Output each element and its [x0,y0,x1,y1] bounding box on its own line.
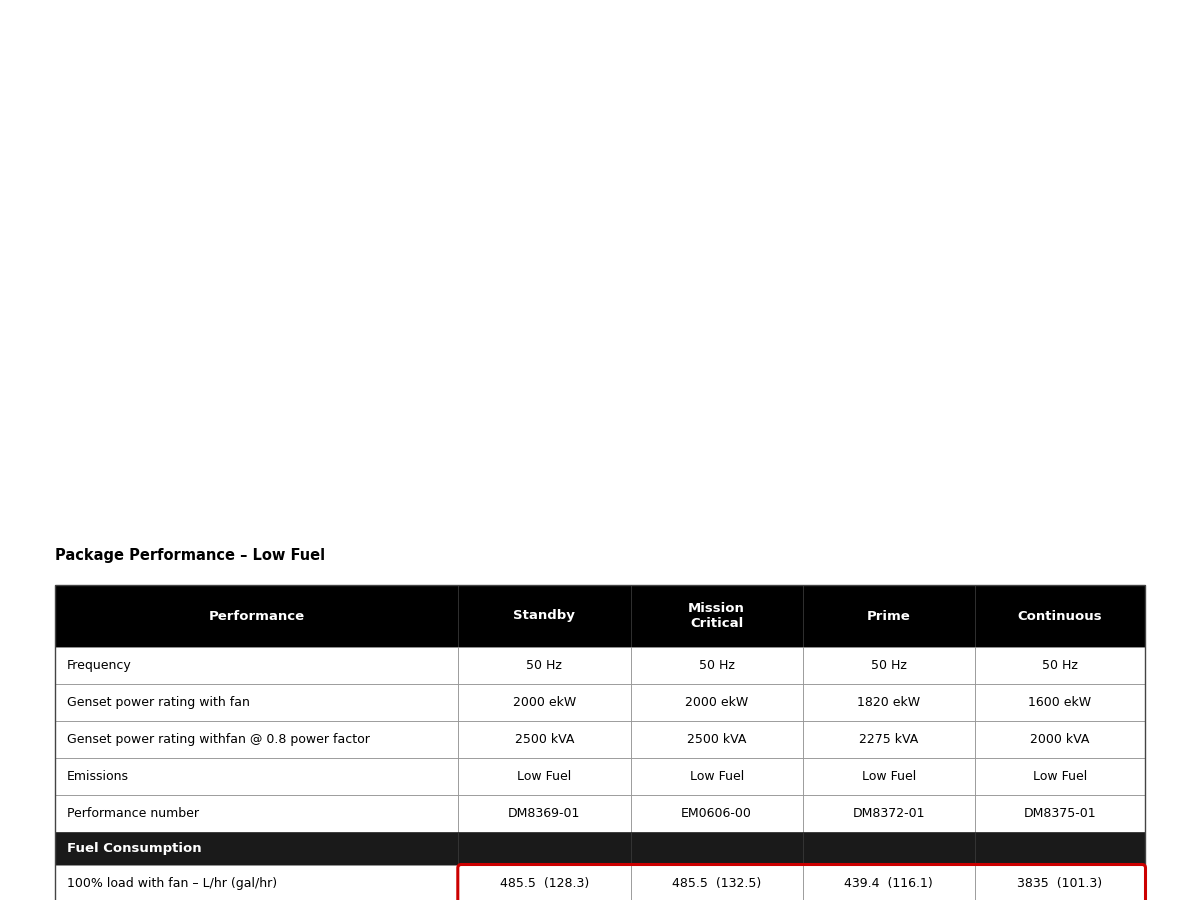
Bar [458,758,630,795]
Bar [458,647,630,684]
Text: Package Performance – Low Fuel: Package Performance – Low Fuel [55,548,325,563]
Bar [974,758,1145,795]
Text: Low Fuel: Low Fuel [862,770,916,783]
Bar [55,721,458,758]
Text: Low Fuel: Low Fuel [1033,770,1087,783]
Bar [630,795,803,832]
Text: 1600 ekW: 1600 ekW [1028,696,1092,709]
Text: 485.5  (132.5): 485.5 (132.5) [672,877,761,890]
Text: Genset power rating withfan @ 0.8 power factor: Genset power rating withfan @ 0.8 power … [67,733,370,746]
Text: 2000 ekW: 2000 ekW [512,696,576,709]
Text: Fuel Consumption: Fuel Consumption [67,842,202,855]
Bar [55,832,458,865]
Bar [55,865,458,900]
Text: 50 Hz: 50 Hz [871,659,907,672]
Bar [803,647,974,684]
Text: 3835  (101.3): 3835 (101.3) [1018,877,1103,890]
Text: 2500 kVA: 2500 kVA [686,733,746,746]
Text: 100% load with fan – L/hr (gal/hr): 100% load with fan – L/hr (gal/hr) [67,877,277,890]
Bar [630,647,803,684]
Text: DM8372-01: DM8372-01 [852,807,925,820]
Bar [630,865,803,900]
Text: 2500 kVA: 2500 kVA [515,733,574,746]
Bar [974,585,1145,647]
Text: 50 Hz: 50 Hz [527,659,563,672]
Text: Low Fuel: Low Fuel [690,770,744,783]
Bar [803,684,974,721]
Text: Continuous: Continuous [1018,609,1103,623]
Text: Low Fuel: Low Fuel [517,770,571,783]
Text: 2000 kVA: 2000 kVA [1031,733,1090,746]
Bar [55,758,458,795]
Bar [55,684,458,721]
Bar [974,795,1145,832]
Bar [458,684,630,721]
Text: 485.5  (128.3): 485.5 (128.3) [499,877,589,890]
Bar [458,795,630,832]
Bar [803,758,974,795]
Bar [630,585,803,647]
Bar [630,721,803,758]
Text: Frequency: Frequency [67,659,132,672]
Bar [803,585,974,647]
Text: Genset power rating with fan: Genset power rating with fan [67,696,250,709]
Bar [974,684,1145,721]
Bar [974,647,1145,684]
Text: Standby: Standby [514,609,575,623]
Bar [630,832,803,865]
Text: 2000 ekW: 2000 ekW [685,696,749,709]
Bar [55,647,458,684]
Bar [974,832,1145,865]
Bar [630,758,803,795]
Text: 1820 ekW: 1820 ekW [857,696,920,709]
Bar [458,865,630,900]
Text: DM8369-01: DM8369-01 [509,807,581,820]
Bar [630,684,803,721]
Bar [55,795,458,832]
Text: Performance: Performance [209,609,305,623]
Text: Prime: Prime [866,609,911,623]
Text: EM0606-00: EM0606-00 [682,807,752,820]
Bar [803,795,974,832]
Bar [803,865,974,900]
Text: 439.4  (116.1): 439.4 (116.1) [845,877,934,890]
Bar [974,721,1145,758]
Text: Performance number: Performance number [67,807,199,820]
Bar [974,865,1145,900]
Bar [458,585,630,647]
Text: 50 Hz: 50 Hz [698,659,734,672]
Text: 50 Hz: 50 Hz [1042,659,1078,672]
Text: Emissions: Emissions [67,770,130,783]
Text: DM8375-01: DM8375-01 [1024,807,1097,820]
Text: 2275 kVA: 2275 kVA [859,733,918,746]
Bar [803,721,974,758]
Bar [55,585,458,647]
Bar [458,832,630,865]
Text: Mission
Critical: Mission Critical [688,602,745,630]
Bar [458,721,630,758]
Bar [55,585,1145,900]
Bar [803,832,974,865]
